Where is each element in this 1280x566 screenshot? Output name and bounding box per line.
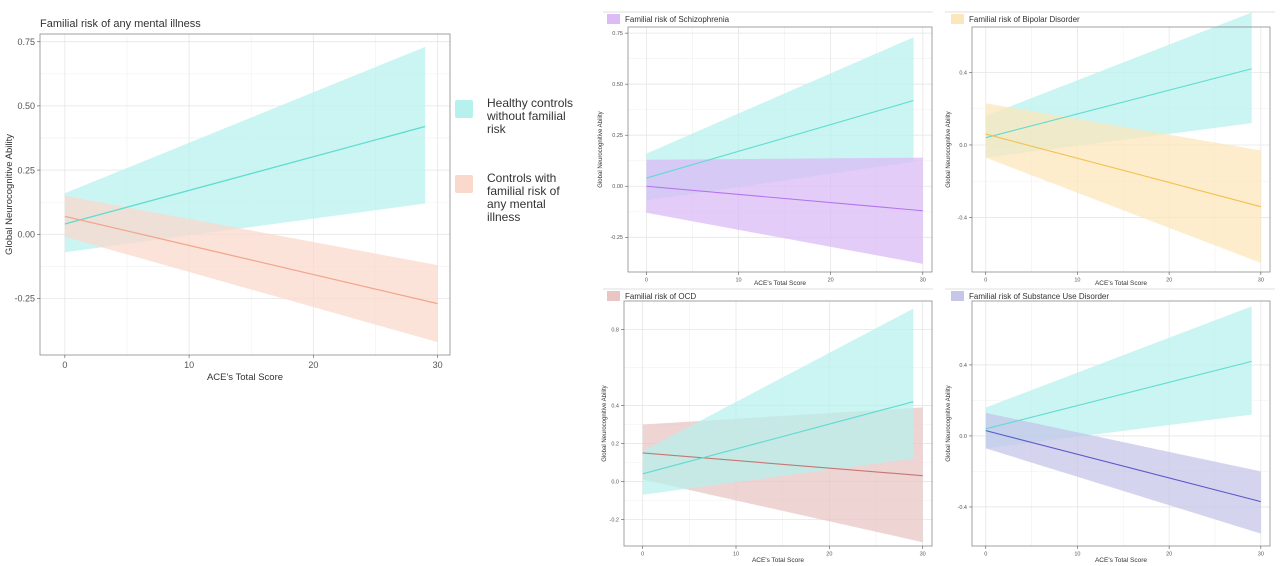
series-line-healthy: [646, 99, 914, 179]
series-line-any: [64, 215, 438, 305]
series-line-sud: [985, 430, 1261, 503]
x-tick-label: 30: [920, 278, 926, 284]
legend-key-healthy: [455, 100, 473, 118]
confidence-band-bip: [985, 103, 1261, 263]
plot-border: [623, 300, 933, 547]
series-line-healthy: [64, 125, 426, 225]
chart-title: Familial risk of OCD: [625, 292, 696, 301]
x-tick-label: 10: [733, 552, 739, 558]
x-tick-label: 0: [984, 278, 987, 284]
x-tick-label: 30: [433, 360, 443, 370]
x-tick-label: 10: [735, 278, 741, 284]
x-axis-label: ACE's Total Score: [207, 372, 283, 383]
y-tick-label: -0.25: [14, 294, 35, 304]
plot-border: [39, 33, 451, 356]
y-tick-label: 0.8: [611, 327, 619, 333]
y-tick-label: 0.25: [612, 133, 623, 139]
title-color-key: [607, 291, 620, 301]
x-axis-label: ACE's Total Score: [752, 557, 804, 564]
y-tick-label: 0.00: [17, 229, 35, 239]
title-color-key: [607, 14, 620, 24]
chart-title: Familial risk of Bipolar Disorder: [969, 15, 1080, 24]
chart-substance-use-disorder: 0 10 20 30 -0.4 0.0 0.4 ACE's Total Score Global…: [945, 288, 1275, 564]
chart-schizophrenia: 0 10 20 30 -0.25 0.00 0.25 0.50 0.75 ACE's Total …: [598, 11, 933, 287]
chart-ocd: 0 10 20 30 -0.2 0.0 0.2 0.4 0.8 ACE's Total Score…: [602, 288, 933, 564]
x-tick-label: 10: [184, 360, 194, 370]
y-tick-label: -0.4: [958, 505, 967, 511]
y-axis-label: Global Neurocognitive Ability: [602, 385, 608, 461]
chart-title: Familial risk of Schizophrenia: [625, 15, 730, 24]
series-line-scz: [646, 185, 923, 212]
chart-any-mental-illness: 0 10 20 30 -0.25 0.00 0.25 0.50 0.75 ACE's Total …: [4, 18, 451, 383]
x-tick-label: 10: [1074, 278, 1080, 284]
x-tick-label: 30: [920, 552, 926, 558]
x-tick-label: 20: [1166, 278, 1172, 284]
y-axis-label: Global Neurocognitive Ability: [598, 111, 604, 187]
y-axis-label: Global Neurocognitive Ability: [4, 134, 15, 255]
series-line-healthy: [642, 401, 914, 475]
y-tick-label: -0.25: [610, 235, 623, 241]
y-axis-label: Global Neurocognitive Ability: [946, 111, 952, 187]
x-tick-label: 30: [1258, 278, 1264, 284]
x-tick-label: 30: [1258, 552, 1264, 558]
legend-label-healthy: Healthy controls without familial risk: [486, 96, 576, 136]
y-tick-label: -0.2: [610, 517, 619, 523]
x-tick-label: 10: [1074, 552, 1080, 558]
series-line-healthy: [985, 68, 1252, 139]
y-tick-label: 0.4: [959, 363, 967, 369]
y-tick-label: 0.4: [611, 403, 619, 409]
confidence-band-any: [64, 195, 438, 343]
x-tick-label: 20: [826, 552, 832, 558]
plot-border: [627, 26, 933, 273]
confidence-band-healthy: [642, 308, 914, 495]
x-axis-label: ACE's Total Score: [1095, 557, 1147, 564]
legend-label-any: Controls with familial risk of any menta…: [487, 171, 563, 224]
series-line-bip: [985, 133, 1261, 208]
x-tick-label: 20: [828, 278, 834, 284]
y-tick-label: 0.75: [612, 31, 623, 37]
plot-border: [971, 26, 1271, 273]
confidence-band-healthy: [985, 306, 1252, 449]
legend-key-any: [455, 175, 473, 193]
x-axis-label: ACE's Total Score: [754, 280, 806, 287]
x-tick-label: 0: [645, 278, 648, 284]
y-tick-label: 0.4: [959, 70, 967, 76]
chart-title: Familial risk of any mental illness: [40, 18, 201, 30]
confidence-band-sud: [985, 412, 1261, 534]
x-tick-label: 20: [1166, 552, 1172, 558]
x-axis-label: ACE's Total Score: [1095, 280, 1147, 287]
series-line-ocd: [642, 452, 923, 477]
x-tick-label: 0: [62, 360, 67, 370]
y-tick-label: 0.25: [17, 165, 35, 175]
y-tick-label: 0.2: [611, 441, 619, 447]
confidence-band-healthy: [64, 46, 426, 253]
x-tick-label: 0: [984, 552, 987, 558]
y-tick-label: -0.4: [958, 215, 967, 221]
y-axis-label: Global Neurocognitive Ability: [946, 385, 952, 461]
y-tick-label: 0.0: [959, 143, 967, 149]
title-color-key: [951, 291, 964, 301]
y-tick-label: 0.50: [17, 101, 35, 111]
y-tick-label: 0.00: [612, 184, 623, 190]
plot-border: [971, 300, 1271, 547]
x-tick-label: 0: [641, 552, 644, 558]
y-tick-label: 0.0: [959, 434, 967, 440]
chart-bipolar-disorder: 0 10 20 30 -0.4 0.0 0.4 ACE's Total Score Global…: [945, 11, 1275, 287]
y-tick-label: 0.0: [611, 479, 619, 485]
title-color-key: [951, 14, 964, 24]
legend: Healthy controls without familial risk C…: [455, 96, 576, 224]
y-tick-label: 0.50: [612, 82, 623, 88]
y-tick-label: 0.75: [17, 37, 35, 47]
confidence-band-scz: [646, 157, 923, 264]
chart-title: Familial risk of Substance Use Disorder: [969, 292, 1109, 301]
x-tick-label: 20: [308, 360, 318, 370]
series-line-healthy: [985, 360, 1252, 430]
